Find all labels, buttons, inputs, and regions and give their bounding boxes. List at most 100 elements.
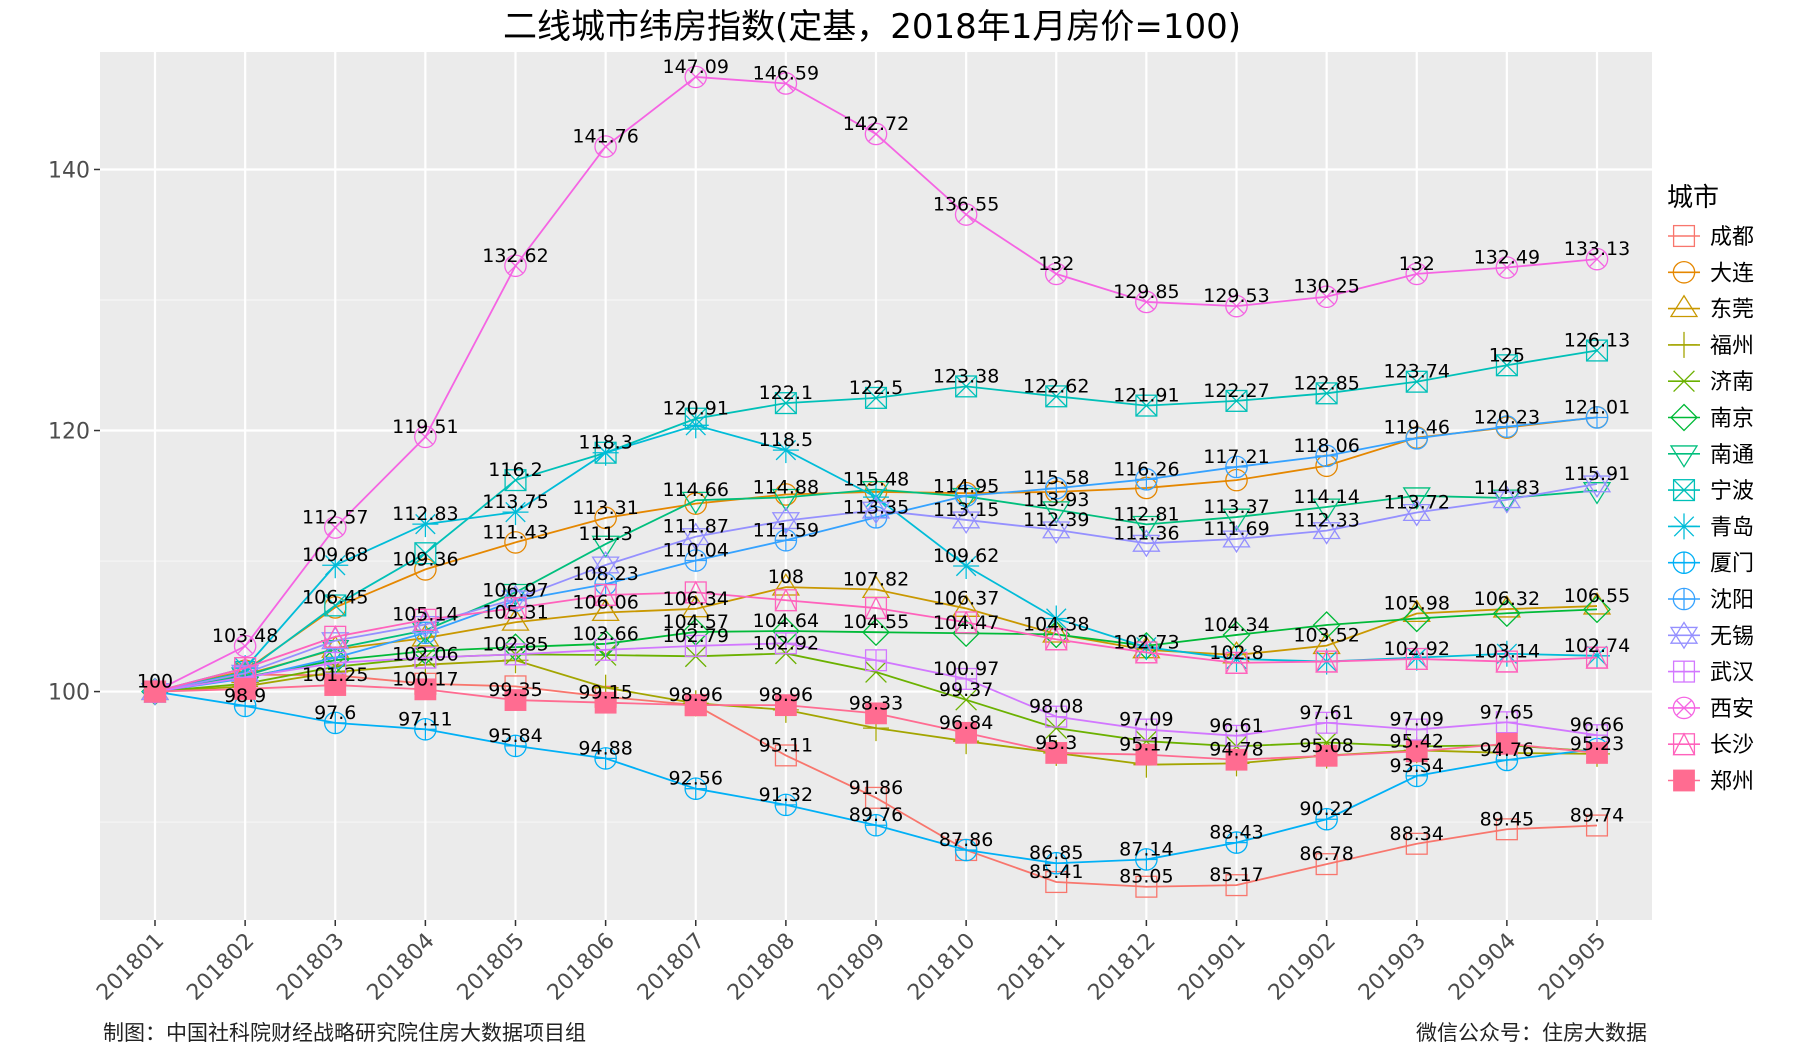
data-point xyxy=(501,583,530,607)
data-point xyxy=(864,386,888,409)
data-label: 97.65 xyxy=(1480,701,1534,723)
data-label: 111.69 xyxy=(1203,518,1269,540)
data-point xyxy=(1222,524,1251,554)
data-point xyxy=(594,747,617,770)
legend-item-南京: 南京 xyxy=(1668,403,1754,432)
data-point xyxy=(1315,711,1338,734)
data-label: 85.17 xyxy=(1209,864,1263,886)
x-tick-label: 201811 xyxy=(993,929,1070,1006)
data-point xyxy=(774,392,797,415)
data-label: 108.23 xyxy=(572,563,638,585)
legend-item-成都: 成都 xyxy=(1668,224,1754,250)
data-point xyxy=(144,680,166,703)
data-label: 114.95 xyxy=(933,475,999,497)
data-point xyxy=(681,491,710,515)
data-point xyxy=(774,483,798,506)
data-point xyxy=(1582,482,1612,505)
data-label: 103.14 xyxy=(1474,641,1540,663)
legend-title: 城市 xyxy=(1667,183,1719,213)
data-point xyxy=(1402,599,1431,623)
data-point xyxy=(864,786,888,809)
legend-key xyxy=(1668,260,1700,284)
series-长沙 xyxy=(143,580,1609,703)
data-point xyxy=(1495,732,1518,755)
series-line-成都 xyxy=(154,673,1598,888)
data-label: 97.61 xyxy=(1299,702,1353,724)
data-point xyxy=(1225,831,1248,854)
data-point xyxy=(324,594,347,617)
data-label: 107.82 xyxy=(843,569,909,591)
data-point xyxy=(504,643,527,666)
data-point xyxy=(1135,875,1158,898)
chart-title: 二线城市纬房指数(定基，2018年1月房价=100) xyxy=(503,7,1241,47)
data-label: 102.92 xyxy=(753,632,819,654)
data-point xyxy=(1405,718,1428,741)
data-point xyxy=(954,838,978,862)
series-郑州 xyxy=(144,674,1608,771)
data-label: 105.31 xyxy=(482,601,548,623)
data-label: 109.36 xyxy=(392,548,458,570)
legend-key xyxy=(1668,370,1700,393)
x-tick-label: 201806 xyxy=(543,929,620,1006)
data-point xyxy=(1492,485,1522,514)
data-point xyxy=(1495,354,1518,377)
data-label: 103.48 xyxy=(212,625,278,647)
data-point xyxy=(1044,262,1068,286)
data-point xyxy=(1585,339,1609,362)
data-label: 122.62 xyxy=(1023,375,1089,397)
data-label: 118.3 xyxy=(578,432,632,454)
data-label: 129.53 xyxy=(1203,285,1269,307)
data-point xyxy=(1132,529,1161,558)
x-tick-label: 201809 xyxy=(813,929,890,1006)
data-point xyxy=(1582,469,1612,499)
y-tick-label: 140 xyxy=(48,158,90,183)
data-point xyxy=(682,412,709,439)
data-label: 109.68 xyxy=(302,544,368,566)
data-point xyxy=(954,203,978,226)
data-label: 100.17 xyxy=(392,668,458,690)
data-point xyxy=(594,135,617,158)
legend-label: 西安 xyxy=(1710,697,1754,722)
data-point xyxy=(1585,247,1609,271)
data-label: 92.56 xyxy=(669,768,723,790)
data-label: 102.74 xyxy=(1564,635,1630,657)
data-label: 121.91 xyxy=(1113,385,1179,407)
data-point xyxy=(324,651,347,674)
data-label: 85.41 xyxy=(1029,861,1083,883)
data-point xyxy=(681,594,710,618)
data-point xyxy=(1225,651,1248,674)
data-label: 97.11 xyxy=(398,708,452,730)
data-point xyxy=(594,506,617,530)
data-label: 93.54 xyxy=(1390,755,1444,777)
legend-label: 无锡 xyxy=(1710,624,1754,649)
data-point xyxy=(1044,476,1068,500)
data-label: 98.9 xyxy=(224,685,266,707)
data-point xyxy=(324,674,347,696)
data-point xyxy=(1402,487,1431,510)
data-point xyxy=(323,624,347,648)
data-point xyxy=(504,531,527,554)
data-point xyxy=(414,717,437,741)
data-label: 98.96 xyxy=(759,684,813,706)
data-label: 114.14 xyxy=(1293,486,1359,508)
data-point xyxy=(1495,711,1518,734)
data-point xyxy=(1045,385,1068,408)
data-label: 106.55 xyxy=(1564,585,1630,607)
x-tick-label: 201902 xyxy=(1264,929,1341,1006)
data-point xyxy=(501,608,530,631)
data-label: 112.81 xyxy=(1113,503,1179,525)
data-label: 105.98 xyxy=(1384,593,1450,615)
data-point xyxy=(323,711,347,735)
data-point xyxy=(1405,832,1428,855)
data-label: 108 xyxy=(768,566,804,588)
legend-key xyxy=(1668,769,1700,792)
data-point xyxy=(1225,455,1248,479)
data-label: 113.93 xyxy=(1023,489,1089,511)
data-label: 110.04 xyxy=(663,540,729,562)
data-label: 115.91 xyxy=(1564,463,1630,485)
data-point xyxy=(504,469,527,492)
data-label: 90.22 xyxy=(1299,798,1353,820)
data-point xyxy=(502,499,529,526)
data-point xyxy=(684,777,708,801)
data-label: 103.52 xyxy=(1293,625,1359,647)
